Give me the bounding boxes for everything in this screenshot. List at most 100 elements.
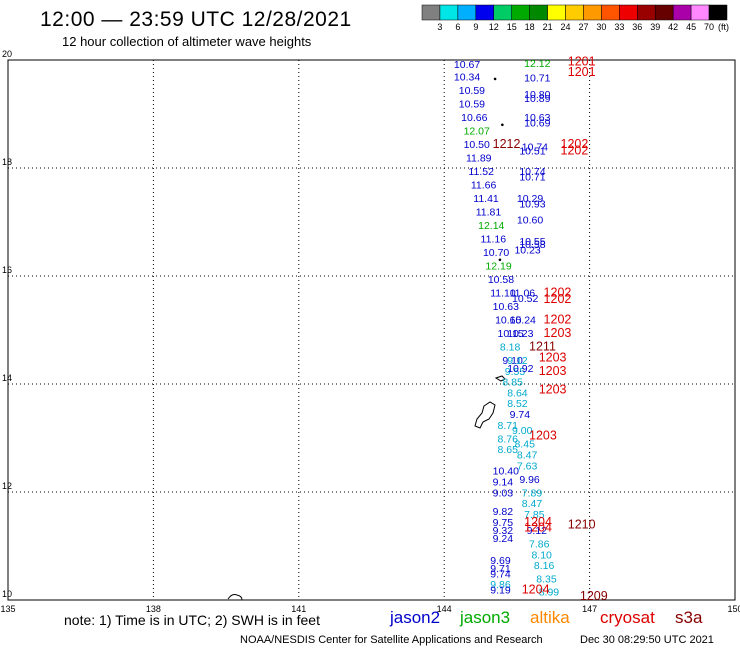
wave-height-label: 9.86 [490, 579, 511, 591]
time-label: 1212 [493, 137, 521, 151]
wave-height-label: 9.03 [493, 487, 514, 499]
colorbar-segment [565, 4, 584, 21]
track-dot [498, 258, 502, 262]
colorbar-tick-label: 3 [437, 22, 442, 32]
wave-height-label: 8.10 [531, 549, 552, 561]
time-label: 1202 [544, 286, 572, 300]
wave-height-label: 8.71 [498, 420, 519, 432]
wave-height-label: 10.52 [512, 293, 538, 305]
footer-date: Dec 30 08:29:50 UTC 2021 [580, 634, 714, 646]
wave-height-label: 10.58 [519, 239, 545, 251]
wave-height-label: 11.06 [510, 288, 536, 300]
wave-height-label: 9.69 [490, 555, 511, 567]
wave-height-label: 12.07 [464, 126, 490, 138]
wave-height-label: 10.23 [514, 244, 540, 256]
wave-height-label: 8.16 [534, 560, 555, 572]
x-tick-label: 150 [727, 604, 740, 614]
colorbar-segment [439, 4, 459, 21]
time-label: 1202 [561, 144, 589, 158]
wave-height-label: 9.82 [493, 506, 514, 518]
wave-height-label: 10.24 [510, 315, 536, 327]
colorbar-tick-label: 21 [543, 22, 553, 32]
colorbar-segment [457, 4, 477, 21]
legend-cryosat: cryosat [600, 608, 655, 627]
track-dot [493, 77, 497, 81]
colorbar-segment [672, 4, 692, 21]
chart-title: 12:00 — 23:59 UTC 12/28/2021 [40, 8, 352, 31]
colorbar-unit: (ft) [718, 22, 729, 32]
wave-height-label: 8.99 [539, 587, 560, 599]
legend-jason2: jason2 [390, 608, 441, 627]
wave-height-label: 7.85 [524, 509, 545, 521]
wave-height-label: 10.59 [459, 85, 485, 97]
plot-frame [7, 59, 736, 601]
wave-height-label: 10.69 [524, 117, 550, 129]
colorbar-segment [619, 4, 638, 21]
colorbar-tick-label: 45 [686, 22, 696, 32]
wave-height-label: 10.92 [507, 363, 533, 375]
wave-height-label: 11.89 [466, 153, 492, 165]
wave-height-label: 8.35 [536, 574, 557, 586]
time-label: 1203 [529, 429, 557, 443]
y-tick-label: 12 [2, 481, 12, 491]
time-label: 1202 [544, 313, 572, 327]
wave-height-label: 10.67 [454, 59, 480, 71]
wave-height-label: 10.50 [464, 139, 490, 151]
wave-height-label: 8.76 [498, 433, 519, 445]
time-label: 1211 [529, 340, 556, 354]
wave-height-label: 9.74 [490, 568, 511, 580]
x-tick-label: 138 [146, 604, 161, 614]
wave-height-label: 10.65 [495, 315, 521, 327]
wave-height-label: 11.16 [481, 234, 507, 246]
colorbar-segment [529, 4, 548, 21]
wave-height-label: 9.12 [527, 525, 548, 537]
colorbar-segment [583, 4, 602, 21]
wave-height-label: 10.66 [461, 112, 487, 124]
wave-height-label: 9.14 [493, 477, 514, 489]
wave-height-label: 8.18 [500, 342, 521, 354]
wave-height-label: 11.52 [468, 166, 494, 178]
island-palau-outline [227, 594, 243, 601]
wave-height-label: 9.71 [490, 563, 511, 575]
colorbar-segment [421, 4, 441, 21]
x-tick-label: 135 [0, 604, 15, 614]
legend-s3a: s3a [675, 608, 703, 627]
colorbar-segment [601, 4, 620, 21]
wave-height-label: 10.71 [524, 73, 550, 85]
colorbar-segment [637, 4, 656, 21]
wave-height-label: 7.63 [517, 460, 538, 472]
time-label: 1203 [539, 350, 567, 364]
colorbar-segment [654, 4, 674, 21]
time-label: 1203 [544, 326, 572, 340]
time-label: 1201 [568, 65, 596, 79]
wave-height-label: 9.75 [493, 517, 514, 529]
y-tick-label: 10 [2, 589, 12, 599]
colorbar-tick-label: 9 [473, 22, 478, 32]
colorbar-segment [708, 4, 728, 21]
wave-height-label: 8.64 [507, 387, 528, 399]
wave-height-label: 10.58 [488, 274, 514, 286]
wave-height-label: 10.55 [519, 236, 545, 248]
colorbar-segment [511, 4, 530, 21]
wave-height-label: 9.32 [493, 525, 514, 537]
time-label: 1204 [522, 583, 550, 597]
chart-subtitle: 12 hour collection of altimeter wave hei… [62, 34, 312, 49]
time-label: 1204 [524, 520, 552, 534]
wave-height-label: 9.96 [519, 474, 540, 486]
wave-height-label: 9.55 [505, 366, 526, 378]
wave-height-label: 10.29 [517, 193, 543, 205]
wave-height-label: 9.00 [512, 425, 533, 437]
colorbar-tick-label: 12 [489, 22, 499, 32]
wave-height-label: 12.19 [485, 261, 511, 273]
wave-height-label: 11.41 [473, 193, 499, 205]
wave-height-label: 7.86 [529, 539, 550, 551]
wave-height-label: 11.81 [476, 207, 502, 219]
footer-note: note: 1) Time is in UTC; 2) SWH is in fe… [64, 612, 320, 628]
colorbar-tick-label: 42 [668, 22, 678, 32]
wave-height-label: 8.47 [522, 498, 543, 510]
wave-height-label: 10.71 [519, 171, 545, 183]
legend-jason3: jason3 [460, 608, 511, 627]
x-tick-label: 144 [437, 604, 452, 614]
